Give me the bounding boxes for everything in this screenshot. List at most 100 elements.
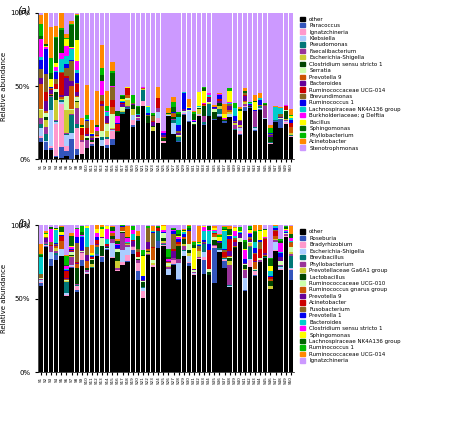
Bar	[289, 13, 293, 109]
Bar	[182, 231, 186, 232]
Bar	[283, 231, 288, 232]
Bar	[222, 121, 227, 123]
Bar	[131, 95, 135, 103]
Bar	[115, 241, 119, 244]
Bar	[237, 234, 242, 238]
Bar	[237, 110, 242, 120]
Bar	[202, 257, 206, 260]
Bar	[278, 225, 283, 239]
Bar	[161, 245, 165, 246]
Bar	[187, 253, 191, 256]
Bar	[228, 102, 232, 103]
Bar	[54, 246, 58, 247]
Bar	[197, 107, 201, 108]
Bar	[268, 135, 273, 137]
Bar	[74, 101, 79, 102]
Bar	[64, 265, 69, 266]
Bar	[115, 239, 119, 241]
Bar	[217, 225, 222, 234]
Bar	[54, 37, 58, 38]
Bar	[273, 226, 278, 228]
Bar	[64, 64, 69, 68]
Bar	[197, 109, 201, 114]
Bar	[85, 120, 89, 121]
Bar	[131, 240, 135, 241]
Bar	[64, 255, 69, 256]
Bar	[54, 156, 58, 157]
Bar	[172, 260, 176, 264]
Bar	[278, 119, 283, 128]
Bar	[95, 131, 99, 135]
Bar	[237, 242, 242, 372]
Bar	[74, 73, 79, 83]
Bar	[161, 246, 165, 372]
Bar	[222, 228, 227, 229]
Bar	[69, 256, 74, 257]
Bar	[136, 121, 140, 159]
Bar	[248, 234, 252, 237]
Bar	[39, 225, 43, 244]
Bar	[233, 248, 237, 372]
Bar	[217, 102, 222, 103]
Bar	[263, 230, 267, 237]
Bar	[85, 138, 89, 140]
Bar	[172, 13, 176, 96]
Bar	[59, 232, 64, 235]
Bar	[74, 14, 79, 15]
Bar	[126, 109, 130, 159]
Bar	[172, 114, 176, 117]
Bar	[100, 137, 104, 140]
Bar	[49, 148, 54, 150]
Bar	[278, 114, 283, 117]
Bar	[74, 97, 79, 101]
Bar	[136, 257, 140, 259]
Bar	[136, 107, 140, 114]
Bar	[243, 250, 247, 259]
Bar	[182, 229, 186, 231]
Bar	[243, 264, 247, 269]
Bar	[120, 262, 125, 265]
Bar	[237, 132, 242, 134]
Bar	[192, 112, 196, 113]
Bar	[120, 96, 125, 99]
Bar	[69, 109, 74, 110]
Bar	[243, 88, 247, 91]
Bar	[202, 88, 206, 91]
Bar	[268, 125, 273, 128]
Bar	[95, 233, 99, 237]
Bar	[182, 111, 186, 112]
Bar	[172, 134, 176, 159]
Bar	[64, 156, 69, 159]
Bar	[192, 241, 196, 242]
Bar	[289, 136, 293, 137]
Bar	[243, 291, 247, 372]
Bar	[233, 108, 237, 116]
Bar	[207, 104, 211, 116]
Bar	[54, 260, 58, 372]
Bar	[39, 254, 43, 255]
Bar	[278, 107, 283, 108]
Bar	[263, 255, 267, 256]
Bar	[100, 246, 104, 255]
Bar	[283, 236, 288, 237]
Bar	[64, 278, 69, 279]
Bar	[166, 116, 171, 159]
Bar	[207, 98, 211, 102]
Bar	[59, 147, 64, 159]
Bar	[197, 246, 201, 249]
Bar	[161, 230, 165, 231]
Bar	[182, 92, 186, 93]
Bar	[243, 106, 247, 107]
Bar	[156, 108, 160, 113]
Bar	[54, 243, 58, 244]
Bar	[228, 261, 232, 265]
Bar	[212, 237, 217, 240]
Bar	[217, 250, 222, 252]
Bar	[90, 256, 94, 257]
Bar	[268, 276, 273, 277]
Bar	[59, 102, 64, 104]
Bar	[212, 108, 217, 109]
Bar	[187, 244, 191, 250]
Bar	[192, 242, 196, 245]
Bar	[39, 278, 43, 279]
